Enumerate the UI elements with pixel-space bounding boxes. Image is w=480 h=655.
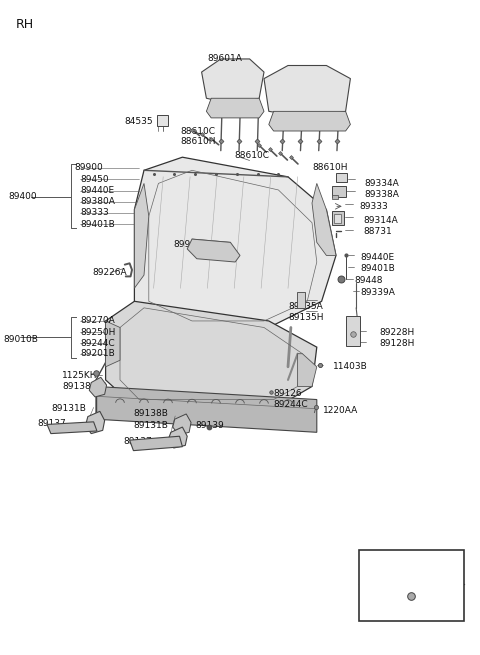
Text: 89131B: 89131B [52,404,87,413]
Text: 89126: 89126 [274,388,302,398]
Bar [359,550,464,621]
Text: 89244C: 89244C [81,339,115,348]
Text: 89333: 89333 [81,208,109,217]
Polygon shape [173,414,191,435]
Text: 89226A: 89226A [92,268,127,277]
Bar [336,173,347,182]
Polygon shape [134,183,149,288]
Polygon shape [168,427,187,448]
Polygon shape [202,59,264,105]
Text: 88610H: 88610H [180,137,216,146]
Bar [332,195,338,199]
Bar [332,211,344,225]
Text: 89338A: 89338A [365,190,400,199]
Text: 89137: 89137 [124,437,153,446]
Bar [157,115,168,126]
Text: 89131B: 89131B [133,421,168,430]
Text: 89128H: 89128H [379,339,415,348]
Text: 89314A: 89314A [364,215,398,225]
Text: 89339A: 89339A [360,288,395,297]
Polygon shape [89,377,107,397]
Bar [346,316,360,346]
Text: 89201B: 89201B [81,349,115,358]
Text: 89235A: 89235A [288,302,323,311]
Polygon shape [130,436,182,451]
Text: 89440E: 89440E [81,186,115,195]
Text: 88610C: 88610C [180,126,215,136]
Text: 89401B: 89401B [360,264,395,273]
Text: 89900: 89900 [174,240,203,250]
Text: 84535: 84535 [124,117,153,126]
Polygon shape [106,301,317,406]
Text: 89138B: 89138B [62,382,97,391]
Polygon shape [269,111,350,131]
Text: 89601E: 89601E [298,67,332,77]
Text: 89380A: 89380A [81,197,116,206]
Text: 11403B: 11403B [333,362,368,371]
Text: 89250H: 89250H [81,328,116,337]
Text: 89139: 89139 [196,421,225,430]
Text: 89450: 89450 [81,175,109,184]
Polygon shape [47,422,97,434]
Text: 89228H: 89228H [379,328,414,337]
Text: 89400: 89400 [9,192,37,201]
Polygon shape [96,386,317,432]
Bar [297,292,305,308]
Text: 89900: 89900 [74,163,103,172]
Polygon shape [85,411,105,434]
Text: 89010B: 89010B [4,335,39,344]
Polygon shape [206,98,264,118]
Text: 88731: 88731 [364,227,393,236]
Text: 1220AA: 1220AA [323,405,358,415]
Text: 89270A: 89270A [81,316,115,326]
Text: 88610H: 88610H [312,162,348,172]
Text: 89334A: 89334A [365,179,399,188]
Polygon shape [312,183,336,255]
Text: 89138B: 89138B [133,409,168,419]
Text: 89440E: 89440E [360,253,394,262]
Polygon shape [106,321,120,367]
Text: 89401B: 89401B [81,219,115,229]
Text: 89137: 89137 [37,419,66,428]
Polygon shape [134,157,336,328]
Text: 89601A: 89601A [207,54,242,64]
Text: RH: RH [15,18,34,31]
Text: 89244C: 89244C [274,400,308,409]
Bar [332,186,346,196]
Text: 88610C: 88610C [234,151,269,160]
Text: 89135H: 89135H [288,312,324,322]
Bar [334,214,341,223]
Polygon shape [187,239,240,262]
Polygon shape [298,354,317,386]
Polygon shape [264,66,350,118]
Text: 1123LJ: 1123LJ [392,562,431,572]
Text: 1125KH: 1125KH [62,371,98,380]
Text: 89333: 89333 [359,202,388,211]
Text: 89448: 89448 [354,276,383,285]
